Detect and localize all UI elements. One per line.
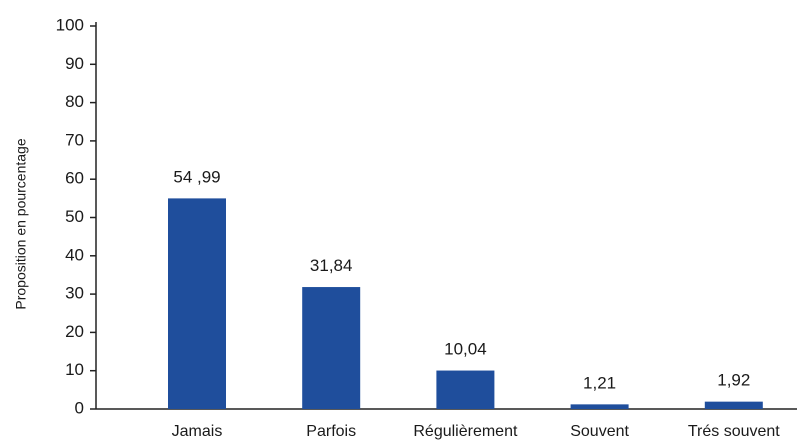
- data-label: 10,04: [444, 340, 487, 359]
- category-labels-group: Jamais Parfois Régulièrement Souvent Trés so…: [172, 423, 781, 440]
- data-label: 1,21: [583, 373, 616, 392]
- bar: [168, 198, 226, 409]
- y-tick-label: 70: [65, 130, 84, 149]
- data-label: 1,92: [717, 371, 750, 390]
- y-tick-label: 20: [65, 322, 84, 341]
- y-tick-label: 90: [65, 54, 84, 73]
- bar: [302, 287, 361, 409]
- category-label: Jamais: [172, 423, 223, 440]
- category-label: Parfois: [306, 423, 356, 440]
- y-tick-label: 0: [75, 398, 84, 417]
- y-axis-title: Proposition en pourcentage: [13, 138, 29, 309]
- category-label: Trés souvent: [688, 423, 780, 440]
- data-label: 54 ,99: [173, 167, 220, 186]
- data-label: 31,84: [310, 256, 353, 275]
- y-tick-label: 100: [56, 15, 84, 34]
- bar: [570, 404, 629, 409]
- bars-group: [168, 198, 763, 409]
- y-tick-label: 50: [65, 207, 84, 226]
- bar: [436, 370, 495, 409]
- y-axis-ticks: 0 10 20 30 40 50 60 70 80 90 100: [56, 15, 96, 417]
- category-label: Régulièrement: [413, 423, 518, 440]
- y-tick-label: 30: [65, 284, 84, 303]
- bar: [704, 401, 763, 409]
- y-tick-label: 40: [65, 245, 84, 264]
- data-labels-group: 54 ,99 31,84 10,04 1,21 1,92: [173, 167, 750, 392]
- y-tick-label: 10: [65, 360, 84, 379]
- y-tick-label: 80: [65, 92, 84, 111]
- category-label: Souvent: [570, 423, 629, 440]
- y-tick-label: 60: [65, 169, 84, 188]
